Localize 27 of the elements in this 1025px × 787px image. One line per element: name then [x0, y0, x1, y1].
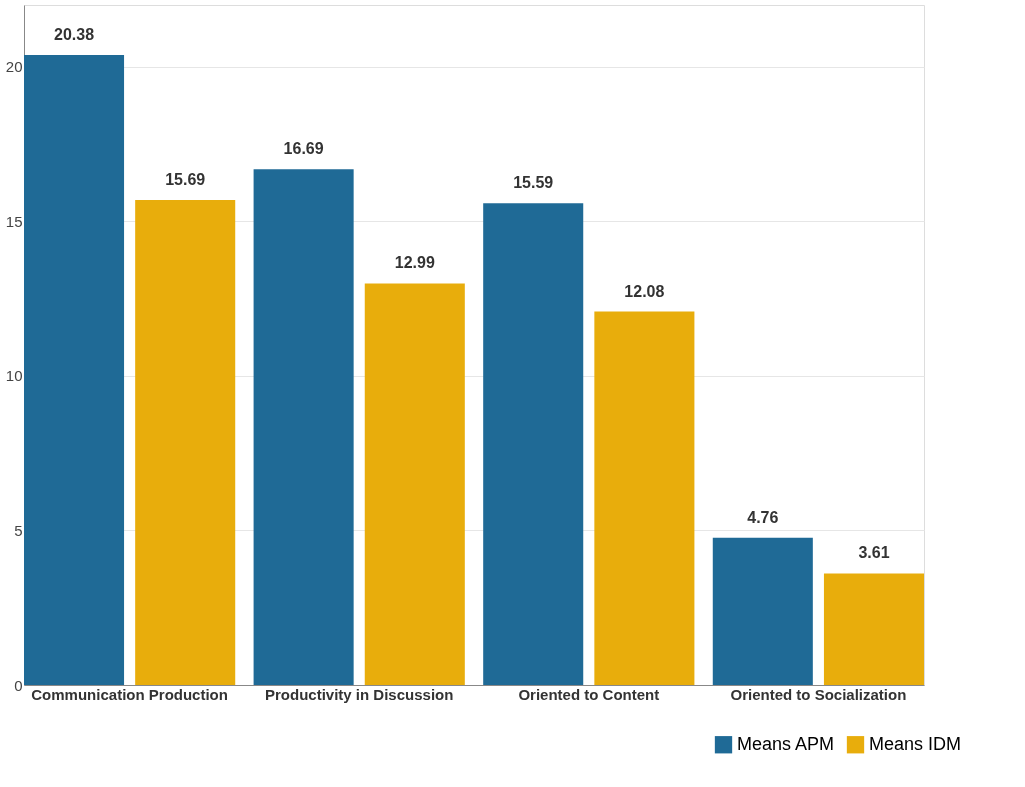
bar: [594, 311, 695, 685]
data-label: 15.59: [513, 174, 554, 192]
bar: [135, 200, 236, 685]
bar: [483, 203, 584, 685]
x-tick-label: Oriented to Socialization: [730, 685, 907, 703]
x-tick-label: Communication Production: [31, 685, 228, 703]
data-label: 4.76: [747, 508, 779, 526]
x-tick-label: Oriented to Content: [518, 685, 660, 703]
legend-label: Means IDM: [869, 733, 962, 754]
y-tick-label: 10: [5, 367, 23, 385]
bar: [253, 169, 354, 685]
data-label: 3.61: [858, 544, 890, 562]
bar: [24, 55, 125, 685]
data-label: 16.69: [283, 140, 324, 158]
y-tick-label: 15: [5, 212, 23, 230]
data-label: 12.08: [624, 282, 665, 300]
bar: [364, 283, 465, 685]
x-tick-label: Productivity in Discussion: [265, 685, 454, 703]
bar: [712, 537, 813, 685]
bar: [823, 573, 924, 685]
data-label: 20.38: [54, 26, 95, 44]
data-label: 15.69: [165, 171, 206, 189]
y-tick-label: 20: [5, 58, 23, 76]
y-tick-label: 5: [14, 521, 23, 539]
data-label: 12.99: [394, 254, 435, 272]
y-tick-label: 0: [14, 676, 23, 694]
legend-label: Means APM: [737, 733, 835, 754]
